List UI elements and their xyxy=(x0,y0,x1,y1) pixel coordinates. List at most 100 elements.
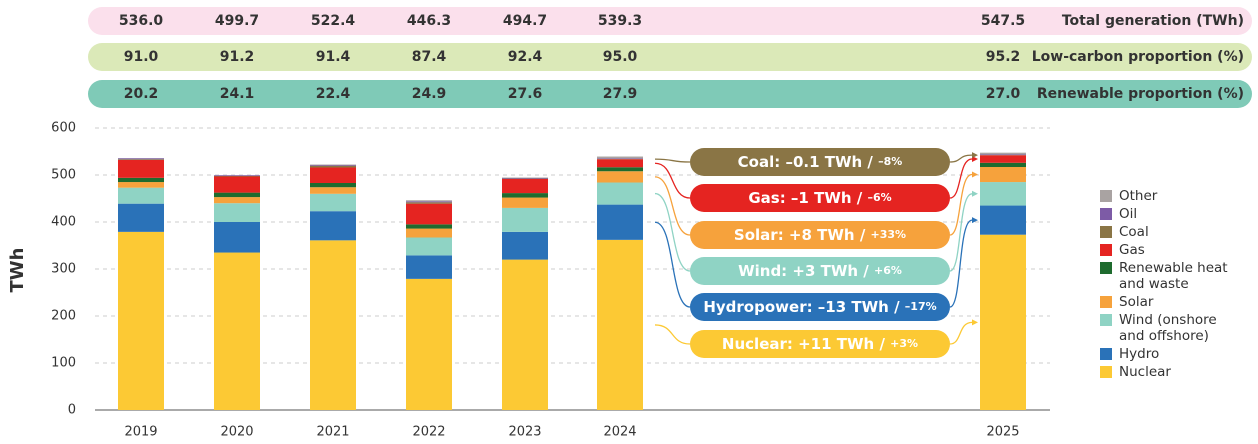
y-tick-label: 600 xyxy=(51,121,76,136)
connector xyxy=(949,321,973,345)
bar-segment xyxy=(310,187,356,194)
annotation-change: –17% xyxy=(905,300,937,313)
annotation: Coal: –0.1 TWh / –8% xyxy=(738,153,903,171)
bar-segment xyxy=(502,259,548,410)
annotation-pill xyxy=(690,293,950,321)
connector xyxy=(949,173,973,236)
summary-value: 494.7 xyxy=(503,13,547,29)
legend-label: Coal xyxy=(1119,224,1149,240)
bar-segment xyxy=(980,182,1026,206)
bar-segment xyxy=(118,159,164,160)
bar-segment xyxy=(597,159,643,168)
connector xyxy=(654,162,691,199)
summary-value: 95.0 xyxy=(603,49,638,65)
legend-item: Gas xyxy=(1100,242,1250,258)
bar-segment xyxy=(214,176,260,193)
bar-segment xyxy=(406,228,452,238)
arrowhead xyxy=(972,319,978,326)
x-tick-label: 2024 xyxy=(603,425,636,440)
legend-swatch xyxy=(1100,262,1112,274)
y-tick-label: 300 xyxy=(51,262,76,277)
arrowhead xyxy=(972,171,978,178)
legend: Other Oil Coal Gas Renewable heat and waste S… xyxy=(1100,188,1250,382)
legend-label: Hydro xyxy=(1119,346,1160,362)
bar-segment xyxy=(980,234,1026,410)
legend-item: Wind (onshore and offshore) xyxy=(1100,312,1250,344)
bar-segment xyxy=(310,165,356,168)
bar-segment xyxy=(597,204,643,240)
summary-value: 91.2 xyxy=(220,49,255,65)
y-tick-label: 100 xyxy=(51,356,76,371)
annotation-pill xyxy=(690,330,950,358)
summary-value: 539.3 xyxy=(598,13,642,29)
y-tick-label: 200 xyxy=(51,309,76,324)
annotation-text: Solar: +8 TWh / xyxy=(734,226,871,244)
summary-value: 87.4 xyxy=(412,49,447,65)
connector xyxy=(654,158,691,163)
legend-swatch xyxy=(1100,366,1112,378)
annotation-change: –6% xyxy=(867,191,891,204)
bar-segment xyxy=(502,207,548,232)
bar-segment xyxy=(214,175,260,177)
annotation-change: +33% xyxy=(871,228,907,241)
legend-swatch xyxy=(1100,296,1112,308)
legend-label: Solar xyxy=(1119,294,1154,310)
summary-row xyxy=(88,43,1252,71)
bar-segment xyxy=(214,197,260,204)
bar-segment xyxy=(310,167,356,183)
bar-segment xyxy=(406,200,452,202)
summary-row xyxy=(88,7,1252,35)
summary-value: 27.0 xyxy=(986,86,1021,102)
bar-segment xyxy=(118,159,164,178)
bar-segment xyxy=(980,167,1026,183)
legend-swatch xyxy=(1100,190,1112,202)
summary-label: Total generation (TWh) xyxy=(1062,13,1244,29)
legend-label: Renewable heat and waste xyxy=(1119,260,1228,292)
bar-segment xyxy=(214,175,260,176)
bar-segment xyxy=(406,201,452,203)
bar-segment xyxy=(980,152,1026,155)
connector xyxy=(949,219,973,308)
annotation-pill xyxy=(690,257,950,285)
summary-row xyxy=(88,80,1252,108)
connector xyxy=(949,154,973,163)
bar-segment xyxy=(502,177,548,179)
legend-swatch xyxy=(1100,348,1112,360)
connector xyxy=(949,158,973,199)
bar-segment xyxy=(118,158,164,160)
bar-segment xyxy=(406,278,452,410)
summary-value: 536.0 xyxy=(119,13,164,29)
bar-segment xyxy=(502,231,548,260)
annotation: Gas: –1 TWh / –6% xyxy=(748,189,891,207)
summary-value: 92.4 xyxy=(508,49,543,65)
summary-value: 24.9 xyxy=(412,86,447,102)
x-tick-label: 2025 xyxy=(986,425,1019,440)
summary-value: 95.2 xyxy=(986,49,1021,65)
summary-value: 27.9 xyxy=(603,86,638,102)
legend-item: Solar xyxy=(1100,294,1250,310)
summary-value: 20.2 xyxy=(124,86,159,102)
y-axis-label: TWh xyxy=(7,248,28,293)
bar-segment xyxy=(214,252,260,410)
summary-value: 91.4 xyxy=(316,49,351,65)
y-tick-label: 400 xyxy=(51,215,76,230)
legend-item: Oil xyxy=(1100,206,1250,222)
bar-segment xyxy=(980,154,1026,156)
legend-item: Hydro xyxy=(1100,346,1250,362)
bar-segment xyxy=(980,205,1026,235)
summary-value: 446.3 xyxy=(407,13,451,29)
legend-label: Wind (onshore and offshore) xyxy=(1119,312,1217,344)
annotation-change: +3% xyxy=(890,337,918,350)
annotation-text: Nuclear: +11 TWh / xyxy=(722,335,890,353)
bar-segment xyxy=(310,182,356,188)
legend-label: Other xyxy=(1119,188,1158,204)
summary-value: 27.6 xyxy=(508,86,543,102)
bar-segment xyxy=(118,182,164,188)
x-tick-label: 2021 xyxy=(316,425,349,440)
bar-segment xyxy=(597,239,643,410)
bar-segment xyxy=(980,155,1026,163)
annotation-text: Coal: –0.1 TWh / xyxy=(738,153,878,171)
bar-segment xyxy=(118,187,164,204)
